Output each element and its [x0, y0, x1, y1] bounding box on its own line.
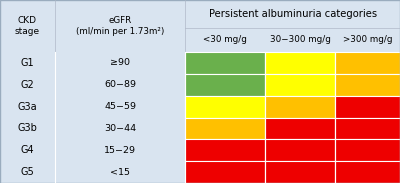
Bar	[55, 96, 185, 117]
Text: G3b: G3b	[18, 123, 37, 133]
Bar	[185, 139, 265, 161]
Text: G4: G4	[20, 145, 34, 155]
Bar	[185, 96, 265, 117]
Bar	[0, 139, 55, 161]
Text: G1: G1	[20, 58, 34, 68]
Bar	[185, 74, 265, 96]
Bar	[0, 0, 400, 28]
Bar	[0, 28, 400, 52]
Bar	[265, 52, 335, 74]
Text: 60−89: 60−89	[104, 80, 136, 89]
Text: G3a: G3a	[18, 102, 37, 112]
Bar	[265, 96, 335, 117]
Bar	[0, 52, 55, 74]
Bar	[335, 52, 400, 74]
Text: >300 mg/g: >300 mg/g	[343, 36, 392, 44]
Bar	[185, 161, 265, 183]
Bar	[335, 161, 400, 183]
Bar	[335, 96, 400, 117]
Bar	[55, 139, 185, 161]
Text: 15−29: 15−29	[104, 146, 136, 155]
Text: <15: <15	[110, 168, 130, 177]
Bar	[265, 117, 335, 139]
Bar	[335, 117, 400, 139]
Bar	[265, 74, 335, 96]
Bar	[335, 139, 400, 161]
Bar	[185, 117, 265, 139]
Text: 30−44: 30−44	[104, 124, 136, 133]
Text: CKD
stage: CKD stage	[15, 16, 40, 36]
Bar	[0, 117, 55, 139]
Text: G2: G2	[20, 80, 34, 90]
Text: 30−300 mg/g: 30−300 mg/g	[270, 36, 331, 44]
Text: G5: G5	[20, 167, 34, 177]
Bar	[55, 52, 185, 74]
Bar	[185, 52, 265, 74]
Text: Persistent albuminuria categories: Persistent albuminuria categories	[208, 9, 377, 19]
Bar	[265, 161, 335, 183]
Text: <30 mg/g: <30 mg/g	[203, 36, 247, 44]
Bar	[0, 74, 55, 96]
Bar	[265, 139, 335, 161]
Bar	[335, 74, 400, 96]
Text: ≥90: ≥90	[110, 58, 130, 67]
Text: eGFR
(ml/min per 1.73m²): eGFR (ml/min per 1.73m²)	[76, 16, 164, 36]
Bar	[0, 96, 55, 117]
Bar	[0, 161, 55, 183]
Bar	[55, 117, 185, 139]
Bar	[55, 161, 185, 183]
Bar	[55, 74, 185, 96]
Text: 45−59: 45−59	[104, 102, 136, 111]
